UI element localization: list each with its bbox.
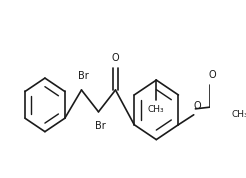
- Text: Br: Br: [95, 121, 106, 131]
- Text: CH₃: CH₃: [148, 105, 165, 114]
- Text: O: O: [209, 70, 216, 80]
- Text: O: O: [112, 53, 119, 63]
- Text: O: O: [193, 101, 201, 111]
- Text: CH₃: CH₃: [231, 110, 246, 119]
- Text: Br: Br: [78, 71, 89, 81]
